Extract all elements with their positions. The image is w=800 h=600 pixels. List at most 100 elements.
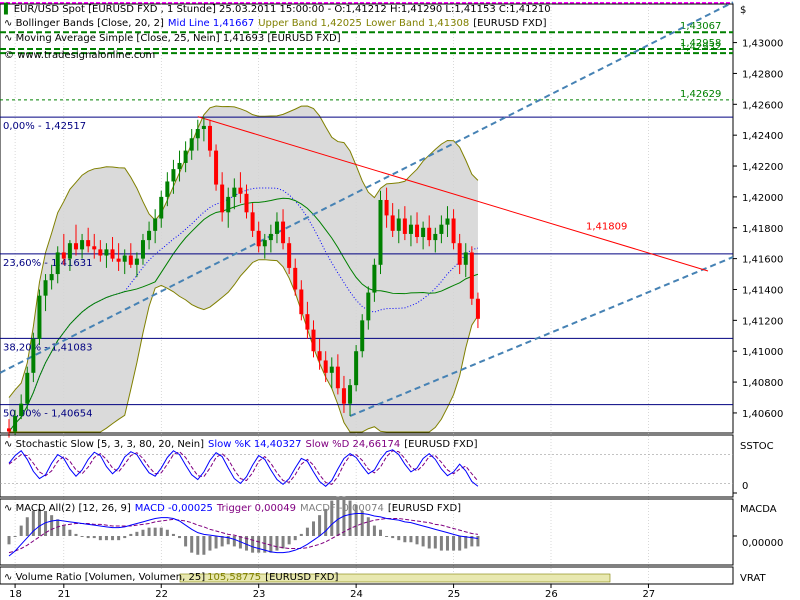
resistance-label-0: 1,43067 (680, 21, 721, 32)
trendline-label: 1,41809 (586, 221, 627, 232)
candle-48 (299, 280, 304, 321)
macdf-bar-44 (275, 536, 279, 551)
macdf-bar-63 (391, 536, 395, 539)
downtrend-line (197, 116, 709, 272)
macdf-bar-50 (312, 521, 315, 536)
macdf-bar-43 (269, 536, 273, 553)
macdf-bar-26 (165, 529, 169, 536)
stochastic-legend: ∿ Stochastic Slow [5, 3, 3, 80, 20, Nein… (4, 439, 478, 450)
macdf-bar-46 (287, 536, 291, 545)
macdf-bar-66 (409, 536, 413, 543)
candle-51 (317, 338, 322, 370)
price-tick-label-2: 1,42600 (742, 100, 783, 111)
macdf-bar-22 (141, 529, 145, 536)
macdf-bar-60 (372, 525, 376, 536)
macdf-bar-21 (135, 531, 139, 536)
resistance-label-2: 1,42932 (680, 42, 721, 53)
candle-16 (104, 243, 109, 268)
candle-1 (13, 409, 18, 435)
macdf-bar-31 (196, 536, 200, 555)
macdf-bar-17 (111, 536, 115, 541)
candle-54 (335, 354, 340, 395)
candle-73 (451, 209, 456, 250)
candle-46 (287, 237, 292, 275)
candle-34 (214, 144, 219, 191)
candle-20 (128, 243, 133, 268)
candle-52 (323, 351, 328, 383)
macdf-bar-7 (50, 515, 54, 536)
volume-legend: ∿ Volume Ratio [Volumen, Volumen, 25] 105… (4, 572, 339, 583)
price-tick-label-1: 1,42800 (742, 69, 783, 80)
macdf-bar-13 (86, 536, 90, 539)
macdf-bar-40 (251, 536, 255, 553)
macd-zero-tick: 0,00000 (742, 538, 783, 549)
candle-27 (171, 159, 176, 194)
candle-76 (469, 246, 474, 305)
candle-45 (281, 209, 286, 250)
candle-2 (19, 394, 24, 420)
candle-12 (80, 233, 85, 259)
macdf-bar-73 (452, 536, 456, 551)
candle-50 (311, 320, 316, 358)
candle-26 (165, 172, 170, 207)
price-tick-label-8: 1,41400 (742, 285, 783, 296)
macdf-bar-2 (19, 525, 23, 536)
candle-41 (256, 221, 261, 253)
macdf-bar-36 (226, 536, 230, 545)
candle-32 (201, 116, 206, 142)
macdf-bar-30 (190, 536, 194, 553)
price-tick-label-5: 1,42000 (742, 193, 783, 204)
x-tick-label-3: 23 (253, 589, 266, 600)
macdf-bar-68 (421, 536, 425, 547)
x-tick-label-2: 22 (155, 589, 168, 600)
candle-4 (31, 332, 36, 383)
macdf-bar-16 (104, 536, 108, 541)
candle-62 (384, 187, 389, 228)
candle-77 (475, 292, 480, 329)
candle-55 (341, 375, 346, 413)
macdf-bar-24 (153, 527, 157, 536)
price-tick-label-7: 1,41600 (742, 255, 783, 266)
macd-panel: ∿ MACD All(2) [12, 26, 9] MACD -0,00025 Tr… (0, 496, 783, 566)
candle-11 (73, 224, 78, 256)
macdf-bar-62 (385, 536, 389, 537)
candlesticks (7, 116, 480, 438)
macdf-bar-14 (92, 536, 96, 539)
chart-title: ▌ EUR/USD Spot [EURUSD FXD , 1 Stunde] 25… (3, 2, 551, 15)
macdf-bar-9 (62, 525, 66, 536)
candle-30 (189, 128, 194, 160)
macdf-bar-71 (439, 536, 443, 551)
stoch-slow-k-line (8, 449, 479, 487)
candle-63 (390, 203, 395, 238)
candle-60 (372, 258, 377, 302)
macdf-bar-33 (208, 536, 212, 551)
candle-7 (49, 264, 54, 290)
price-grid (14, 4, 649, 584)
candle-28 (177, 150, 182, 182)
stochastic-side-label: SSTOC (740, 441, 774, 452)
macdf-bar-19 (123, 536, 127, 539)
stochastic-zero-tick: 0 (742, 481, 748, 492)
candle-36 (226, 187, 231, 228)
price-tick-label-9: 1,41200 (742, 316, 783, 327)
candle-21 (134, 252, 139, 278)
candle-53 (329, 357, 334, 389)
candle-18 (116, 243, 121, 271)
candle-44 (274, 212, 279, 244)
price-tick-label-6: 1,41800 (742, 224, 783, 235)
macdf-bar-76 (470, 536, 474, 547)
candle-61 (378, 190, 383, 275)
price-tick-label-11: 1,40800 (742, 378, 783, 389)
stochastic-lines (8, 449, 479, 487)
sma-legend: ∿ Moving Average Simple [Close, 25, Nein… (4, 33, 341, 44)
candle-67 (415, 212, 420, 244)
moving-average-line (8, 197, 479, 432)
volume-ratio-panel: ∿ Volume Ratio [Volumen, Volumen, 25] 105… (0, 566, 766, 585)
channel-upper-line (0, 1, 734, 374)
resistance-label-3: 1,42629 (680, 89, 721, 100)
macd-line (8, 513, 478, 557)
macdf-bar-61 (378, 529, 382, 536)
currency-symbol: $ (740, 5, 746, 16)
